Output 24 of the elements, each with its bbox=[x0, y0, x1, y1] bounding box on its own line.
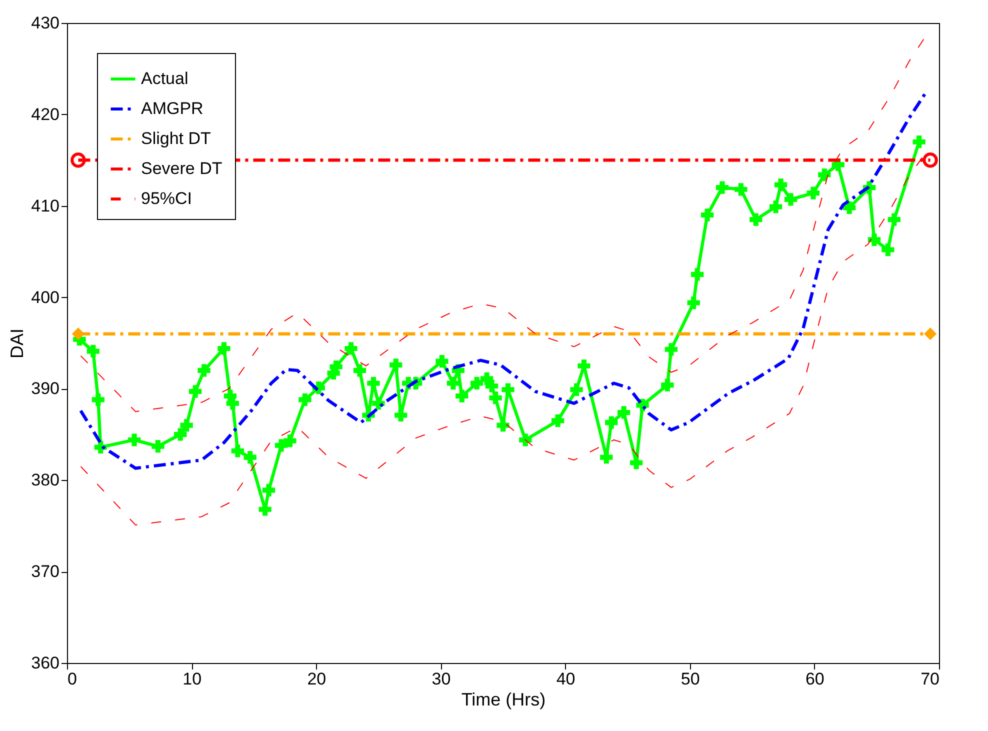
x-tick-label: 40 bbox=[556, 670, 576, 688]
x-tick-label: 60 bbox=[805, 670, 824, 688]
x-tick-label: 0 bbox=[68, 670, 77, 688]
y-tick-label: 420 bbox=[31, 104, 60, 124]
y-tick-label: 370 bbox=[31, 562, 60, 582]
y-tick-label: 430 bbox=[31, 14, 60, 32]
y-tick-label: 400 bbox=[31, 288, 60, 307]
x-tick-label: 10 bbox=[182, 670, 202, 688]
y-tick-label: 360 bbox=[31, 654, 60, 672]
y-axis-title: DAI bbox=[7, 328, 28, 359]
x-tick-label: 50 bbox=[680, 670, 700, 688]
legend-label: AMGPR bbox=[141, 99, 204, 118]
legend-label: Severe DT bbox=[141, 159, 222, 178]
legend-label: Actual bbox=[141, 69, 188, 88]
x-tick-label: 70 bbox=[920, 670, 940, 688]
y-tick-label: 380 bbox=[31, 470, 60, 490]
x-tick-label: 30 bbox=[432, 670, 451, 688]
legend-label: Slight DT bbox=[141, 129, 211, 148]
legend-label: 95%CI bbox=[141, 189, 192, 208]
y-tick-label: 390 bbox=[31, 379, 60, 398]
y-tick-label: 410 bbox=[31, 196, 60, 216]
x-axis-title: Time (Hrs) bbox=[461, 690, 546, 710]
line-series bbox=[79, 92, 927, 470]
x-tick-label: 20 bbox=[307, 670, 326, 688]
